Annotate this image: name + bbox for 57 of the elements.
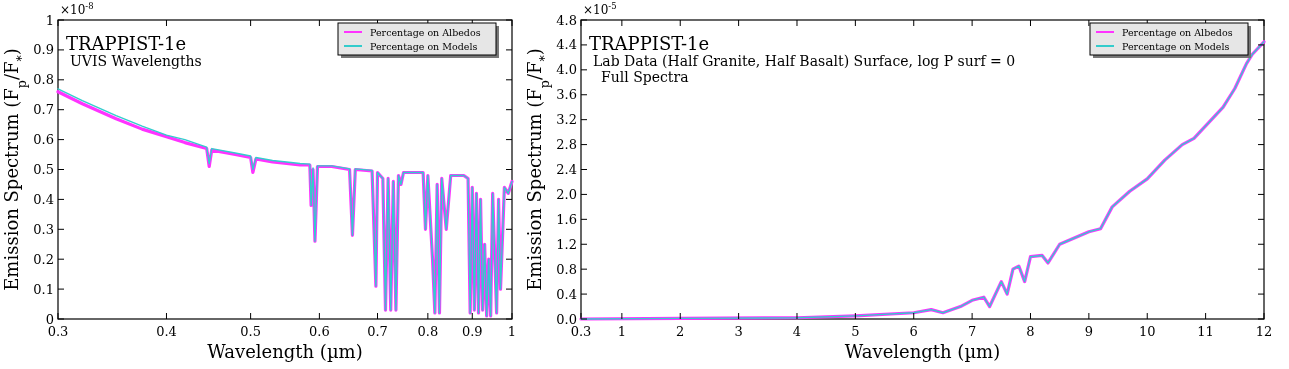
x-tick-label: 1 bbox=[617, 324, 626, 339]
y-tick-label: 0.0 bbox=[556, 311, 577, 327]
y-tick-label: 0.5 bbox=[33, 162, 54, 177]
y-tick-label: 1.2 bbox=[556, 236, 577, 252]
x-tick-label: 2 bbox=[676, 324, 685, 339]
y-tick-label: 0.3 bbox=[33, 221, 54, 237]
legend-label: Percentage on Models bbox=[1122, 40, 1230, 52]
y-tick-label: 4.8 bbox=[556, 12, 577, 28]
y-tick-label: 0.2 bbox=[33, 251, 54, 267]
y-tick-label: 2.8 bbox=[556, 137, 577, 153]
x-tick-label: 0.6 bbox=[309, 324, 330, 339]
text: UVIS Wavelengths bbox=[70, 53, 202, 69]
y-tick-label: 0.7 bbox=[33, 102, 54, 118]
x-tick-label: 0.7 bbox=[367, 324, 388, 339]
text: TRAPPIST-1e bbox=[589, 33, 710, 54]
x-tick-label: 11 bbox=[1197, 324, 1214, 339]
x-tick-label: 4 bbox=[792, 324, 802, 339]
x-tick-label: 0.9 bbox=[461, 324, 483, 339]
y-tick-label: 0.9 bbox=[33, 42, 54, 58]
x-tick-label: 10 bbox=[1138, 324, 1156, 339]
y-tick-label: 0.6 bbox=[33, 132, 54, 148]
legend-label: Percentage on Albedos bbox=[370, 26, 481, 38]
y-tick-label: 4.4 bbox=[556, 37, 577, 53]
x-tick-label: 9 bbox=[1084, 324, 1094, 339]
y-tick-label: 3.6 bbox=[556, 87, 577, 103]
x-tick-label: 0.5 bbox=[240, 324, 261, 339]
y-tick-label: 2.0 bbox=[556, 186, 577, 202]
text: Lab Data (Half Granite, Half Basalt) Surface, log P surf = 0 bbox=[593, 53, 1016, 69]
x-tick-label: 6 bbox=[909, 324, 918, 339]
x-tick-label: 12 bbox=[1255, 324, 1273, 339]
x-tick-label: 7 bbox=[967, 324, 977, 339]
text: TRAPPIST-1e bbox=[66, 33, 187, 54]
x-tick-label: 5 bbox=[851, 324, 860, 339]
text: ×10$^{-5}$ bbox=[583, 1, 617, 17]
x-axis-title: Wavelength (µm) bbox=[207, 341, 363, 362]
x-axis-title: Wavelength (µm) bbox=[844, 341, 1001, 362]
y-tick-label: 0.8 bbox=[556, 261, 577, 277]
y-tick-label: 3.2 bbox=[556, 112, 577, 128]
y-tick-label: 0.4 bbox=[556, 286, 577, 302]
x-tick-label: 0.4 bbox=[156, 324, 177, 339]
y-tick-label: 0 bbox=[45, 311, 54, 327]
x-tick-label: 1 bbox=[507, 324, 517, 339]
legend-label: Percentage on Albedos bbox=[1122, 26, 1233, 38]
x-tick-label: 8 bbox=[1026, 324, 1035, 339]
x-tick-label: 3 bbox=[734, 324, 743, 339]
text: ×10$^{-8}$ bbox=[60, 1, 94, 17]
y-tick-label: 0.8 bbox=[33, 72, 54, 88]
y-tick-label: 2.4 bbox=[556, 162, 577, 177]
y-tick-label: 1.6 bbox=[556, 211, 577, 227]
annotation: Full Spectra bbox=[601, 69, 689, 85]
y-tick-label: 0.1 bbox=[33, 281, 54, 297]
y-tick-label: 4.0 bbox=[556, 62, 577, 78]
x-tick-label: 0.3 bbox=[570, 324, 592, 339]
y-tick-label: 0.4 bbox=[33, 191, 54, 207]
y-tick-label: 1 bbox=[45, 12, 54, 28]
legend-label: Percentage on Models bbox=[370, 40, 478, 52]
x-tick-label: 0.8 bbox=[417, 324, 439, 339]
